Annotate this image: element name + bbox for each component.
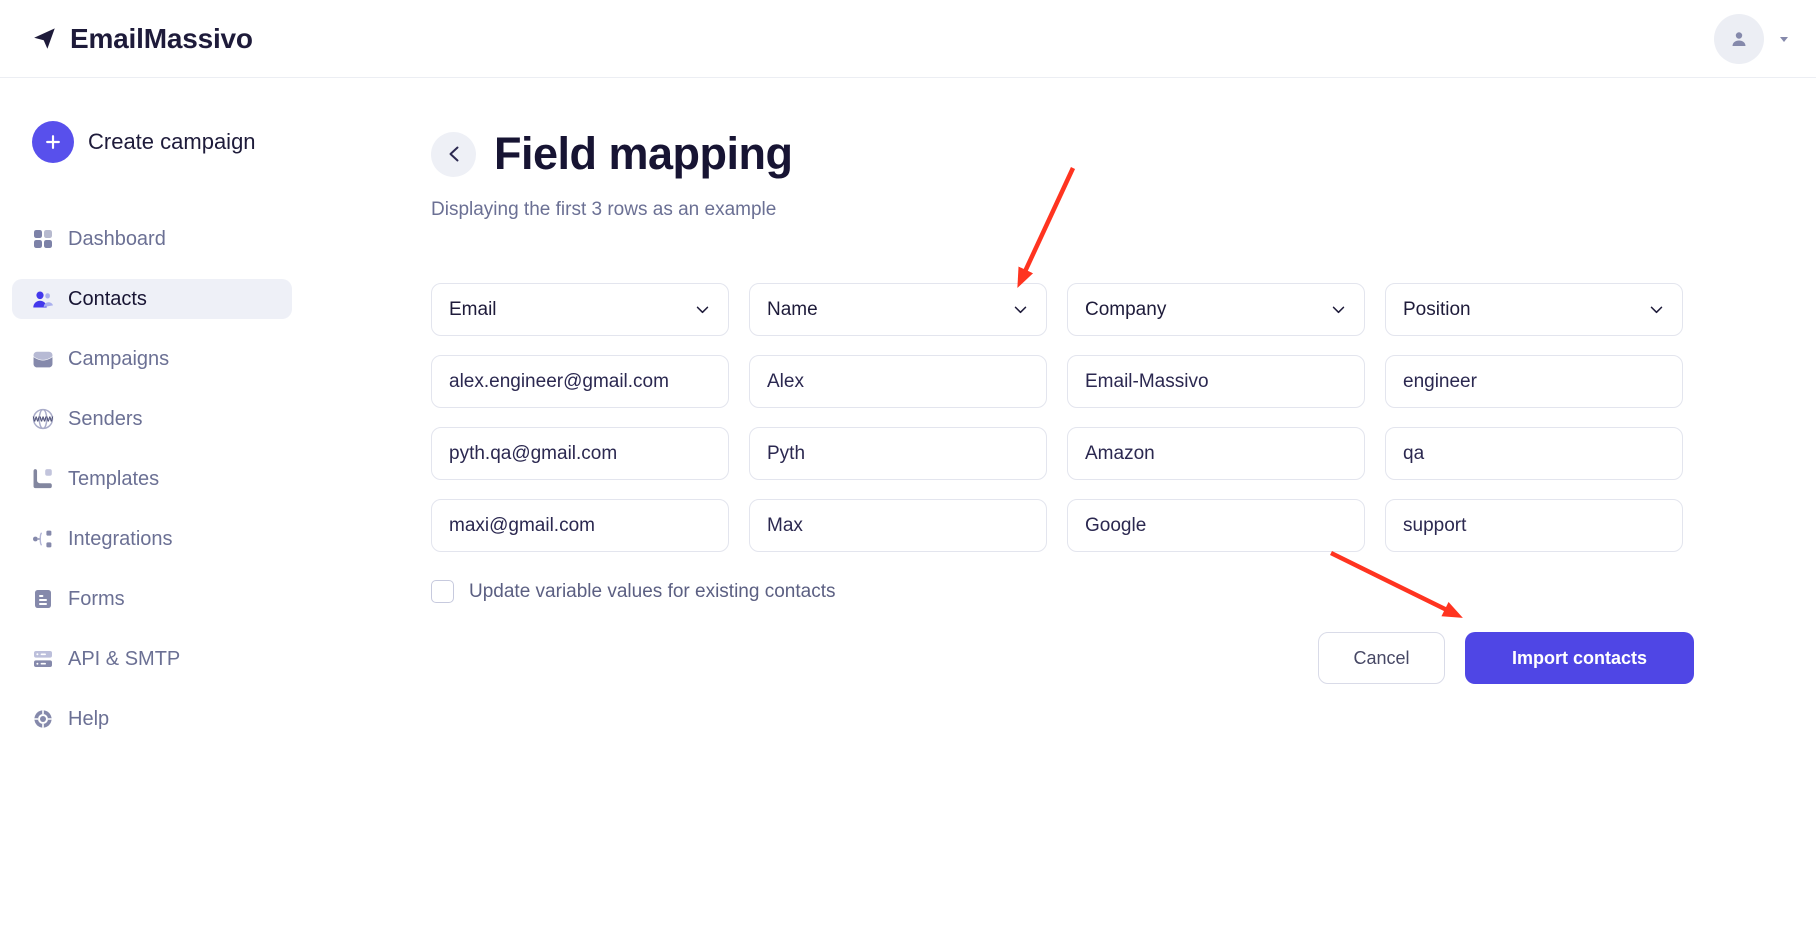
svg-text:WWW: WWW [33, 415, 54, 424]
